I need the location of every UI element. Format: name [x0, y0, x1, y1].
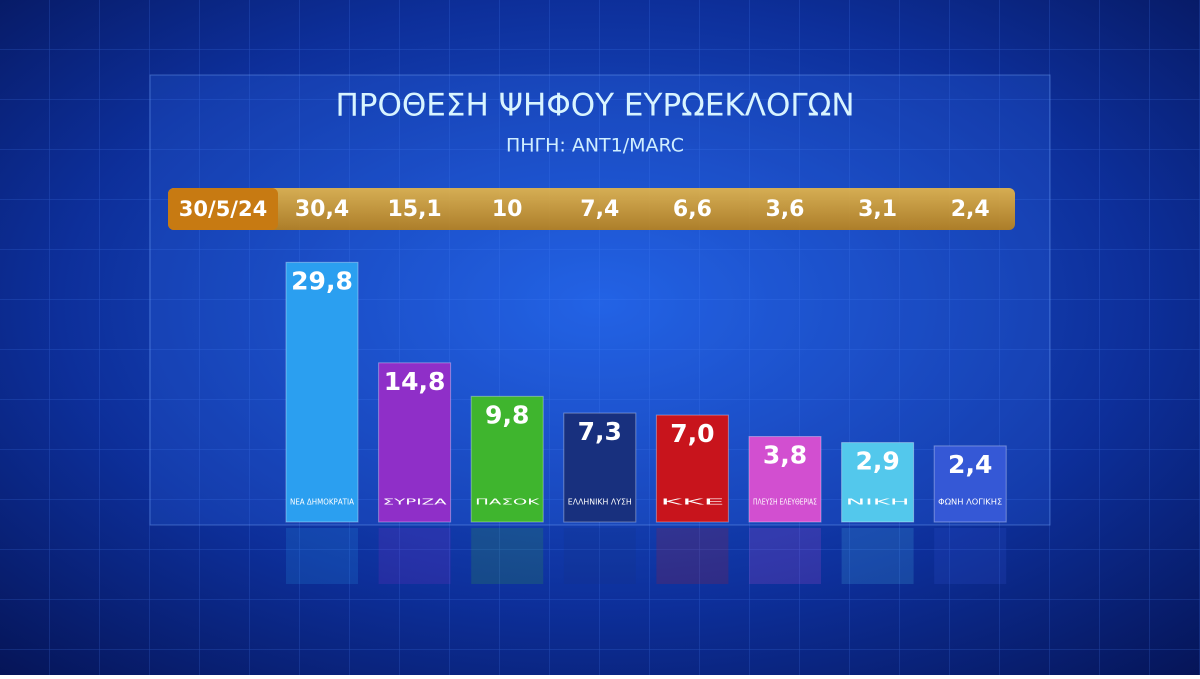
bar: [655, 414, 729, 523]
bar-reflection: [286, 528, 358, 584]
bar-category-label: ΚΚΕ: [660, 498, 724, 507]
previous-value: 15,1: [387, 197, 441, 222]
bar-value-label: 9,8: [485, 400, 529, 429]
bar-value-label: 14,8: [384, 367, 446, 396]
bar: [748, 436, 822, 523]
bar-reflection: [749, 528, 821, 584]
bar: [470, 395, 544, 523]
bar-value-label: 2,9: [855, 447, 899, 476]
chart-title: ΠΡΟΘΕΣΗ ΨΗΦΟΥ ΕΥΡΩΕΚΛΟΓΩΝ: [335, 88, 854, 124]
bar-value-label: 2,4: [948, 450, 992, 479]
bar: [285, 261, 359, 523]
bar-category-label: ΠΛΕΥΣΗ ΕΛΕΥΘΕΡΙΑΣ: [753, 498, 817, 507]
bar-reflection: [656, 528, 729, 584]
bar: [563, 412, 637, 523]
bar-reflection: [471, 528, 544, 584]
previous-value: 10: [492, 197, 523, 222]
previous-value: 6,6: [673, 197, 712, 222]
bar-category-label: ΦΩΝΗ ΛΟΓΙΚΗΣ: [938, 498, 1002, 507]
bar-value-label: 3,8: [763, 441, 807, 470]
bar-reflection: [841, 528, 914, 584]
previous-date: 30/5/24: [179, 197, 267, 221]
bar-value-label: 29,8: [291, 266, 353, 295]
previous-value: 2,4: [951, 197, 990, 222]
previous-value: 3,6: [766, 197, 805, 222]
chart-subtitle: ΠΗΓΗ: ANT1/MARC: [506, 135, 684, 157]
bar-category-label: ΝΙΚΗ: [846, 498, 910, 507]
bar-value-label: 7,0: [670, 419, 714, 448]
bar-category-label: ΣΥΡΙΖΑ: [383, 498, 448, 507]
bar-category-label: ΝΕΑ ΔΗΜΟΚΡΑΤΙΑ: [290, 498, 354, 507]
bar-category-label: ΕΛΛΗΝΙΚΗ ΛΥΣΗ: [568, 498, 632, 507]
previous-date-box: [168, 188, 278, 230]
bar-reflection: [378, 528, 451, 584]
previous-value: 3,1: [858, 197, 897, 222]
bar: [378, 362, 452, 523]
bar-reflection: [934, 528, 1007, 584]
previous-value: 30,4: [295, 197, 349, 222]
bar-value-label: 7,3: [578, 417, 622, 446]
previous-strip: [168, 188, 1015, 230]
bar: [841, 442, 915, 523]
bar-reflection: [563, 528, 636, 584]
bar-category-label: ΠΑΣΟΚ: [475, 498, 541, 507]
bar: [933, 445, 1007, 523]
previous-value: 7,4: [580, 197, 619, 222]
